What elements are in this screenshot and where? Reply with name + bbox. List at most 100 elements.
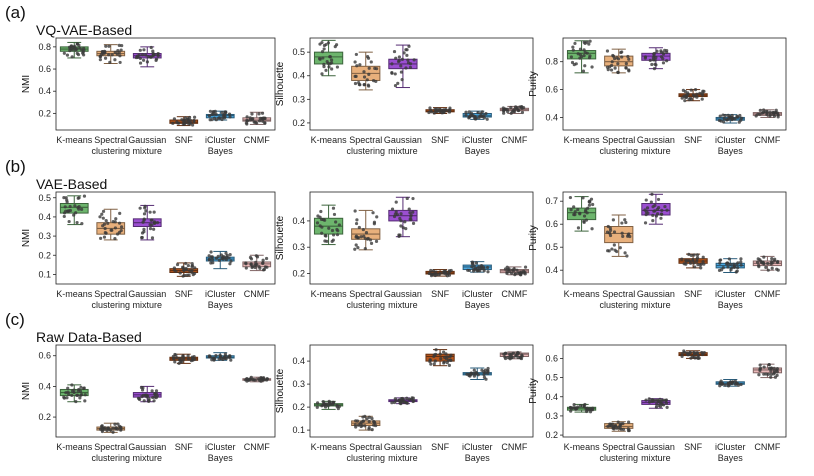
sample-point [687, 98, 691, 102]
sample-point [114, 426, 118, 430]
sample-point [390, 62, 394, 66]
box-3 [388, 196, 418, 238]
x-tick-label-line2: mixture [132, 300, 162, 310]
sample-point [353, 74, 357, 79]
x-tick-label: K-means [564, 289, 601, 299]
chart-2-1: 0.1 0.2 0.3 0.4 0.5 NMI K-means Spectralcluster… [21, 191, 276, 310]
sample-point [692, 253, 696, 257]
panel-label: (b) [5, 157, 26, 176]
sample-point [613, 66, 617, 70]
sample-point [393, 212, 397, 216]
sample-point [465, 372, 469, 376]
sample-point [772, 366, 776, 370]
sample-point [431, 269, 435, 273]
y-tick-label: 0.6 [545, 353, 558, 363]
sample-point [612, 230, 617, 234]
sample-point [111, 426, 115, 430]
sample-point [192, 120, 196, 124]
sample-point [518, 356, 523, 360]
sample-point [261, 376, 265, 380]
sample-point [76, 196, 80, 200]
sample-point [510, 110, 515, 114]
x-tick-label: Gaussian [128, 289, 166, 299]
sample-point [644, 398, 648, 402]
x-tick-label-line2: clustering [91, 453, 130, 463]
sample-point [405, 48, 409, 52]
y-axis-label: Purity [528, 378, 539, 404]
x-tick-label: K-means [564, 442, 601, 452]
x-tick-label-line2: mixture [641, 146, 671, 156]
sample-point [701, 255, 705, 259]
sample-point [141, 53, 145, 57]
sample-point [766, 261, 770, 266]
sample-point [186, 357, 191, 361]
x-tick-label-line2: Bayes [718, 300, 744, 310]
sample-point [100, 426, 104, 430]
x-tick-label: iCluster [205, 442, 236, 452]
sample-point [222, 256, 227, 260]
sample-point [647, 400, 652, 404]
sample-point [110, 53, 114, 57]
sample-point [184, 266, 188, 271]
sample-point [365, 78, 369, 82]
sample-point [258, 119, 262, 123]
sample-point [444, 272, 448, 276]
sample-point [405, 53, 409, 57]
sample-point [621, 234, 625, 238]
box-5 [205, 250, 235, 270]
y-tick-label: 0.4 [38, 381, 51, 391]
sample-point [144, 393, 149, 397]
sample-point [399, 212, 403, 216]
sample-point [765, 109, 769, 113]
sample-point [359, 235, 363, 239]
sample-point [330, 58, 334, 62]
sample-point [569, 409, 573, 413]
sample-point [142, 399, 146, 403]
sample-point [503, 356, 508, 361]
sample-point [756, 257, 760, 261]
sample-point [186, 263, 190, 268]
sample-point [68, 204, 72, 209]
box-4 [425, 268, 455, 278]
sample-point [441, 109, 445, 113]
sample-point [618, 426, 622, 430]
box-4 [169, 261, 199, 278]
box-4 [169, 115, 199, 127]
sample-point [606, 249, 610, 253]
row-title: VQ-VAE-Based [36, 22, 132, 38]
sample-point [573, 210, 577, 214]
sample-point [219, 354, 223, 359]
sample-point [79, 385, 83, 389]
sample-point [73, 204, 77, 208]
sample-point [146, 55, 150, 59]
sample-point [661, 57, 665, 61]
sample-point [110, 228, 114, 232]
sample-point [258, 116, 262, 120]
sample-point [758, 366, 763, 370]
x-tick-label: CNMF [501, 135, 527, 145]
sample-point [324, 234, 328, 238]
sample-point [755, 260, 760, 264]
sample-point [693, 88, 698, 92]
sample-point [663, 204, 667, 209]
sample-point [100, 50, 105, 54]
sample-point [62, 51, 66, 55]
iqr-box [566, 207, 597, 221]
sample-point [374, 79, 378, 84]
y-axis-label: NMI [21, 75, 32, 93]
sample-point [394, 200, 398, 204]
x-tick-label-line2: Bayes [465, 300, 491, 310]
sample-point [718, 258, 723, 262]
sample-point [438, 271, 442, 275]
sample-point [620, 231, 624, 235]
sample-point [192, 271, 197, 276]
sample-point [656, 197, 661, 202]
box-1 [566, 39, 597, 74]
sample-point [695, 253, 700, 257]
sample-point [372, 420, 376, 424]
sample-point [222, 113, 226, 117]
sample-point [572, 205, 576, 209]
sample-point [359, 424, 363, 429]
sample-point [321, 56, 325, 60]
sample-point [731, 380, 735, 384]
